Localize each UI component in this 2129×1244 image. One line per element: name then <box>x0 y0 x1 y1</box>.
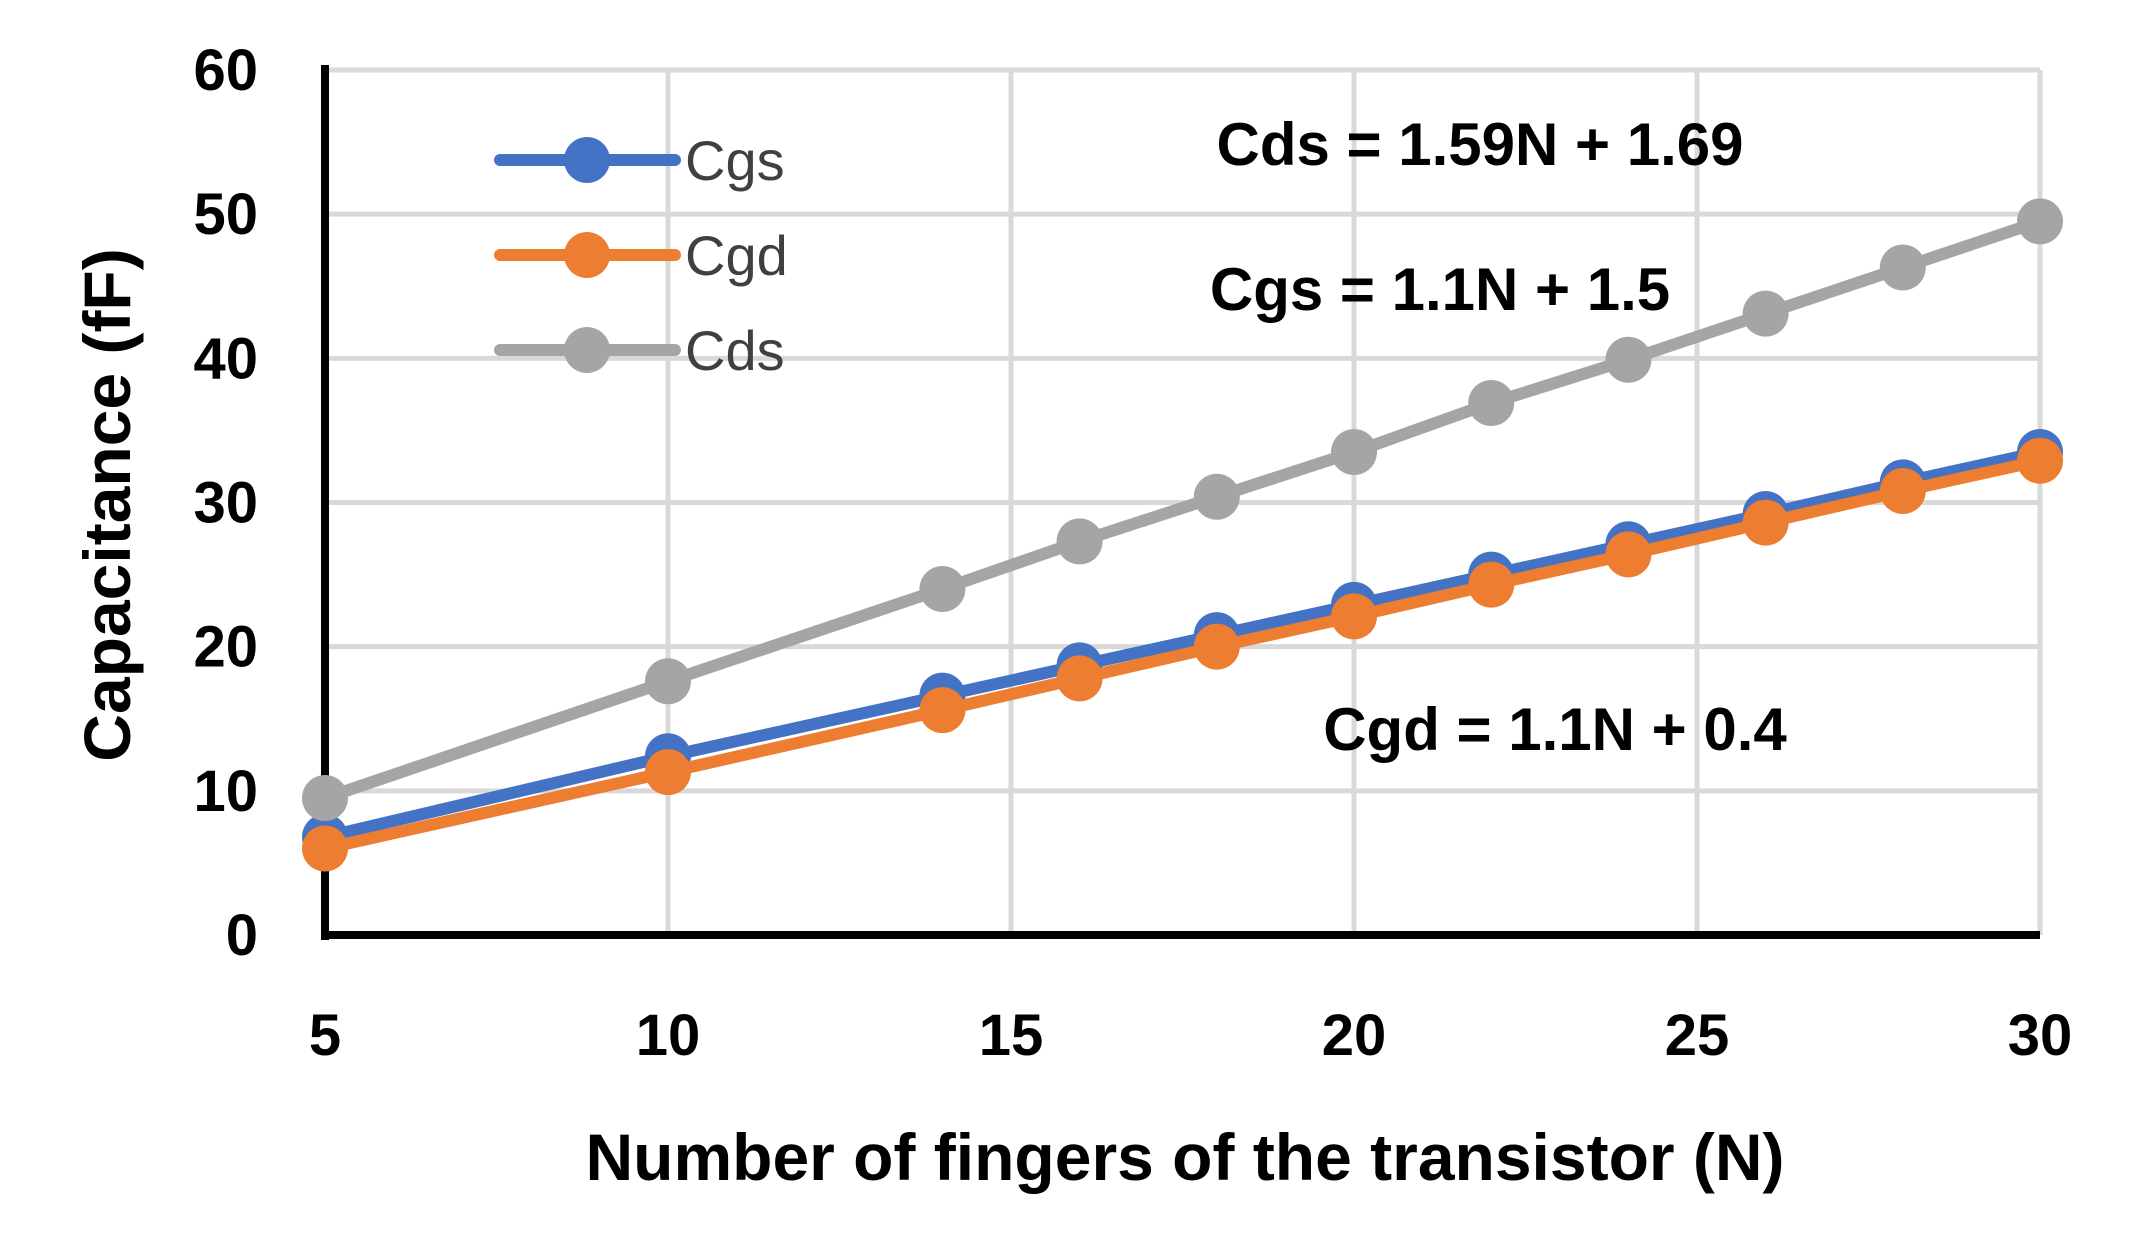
data-point-cds <box>645 658 691 705</box>
data-point-cds <box>1331 429 1377 476</box>
data-point-cgd <box>645 749 691 796</box>
legend-swatch-cgs-marker <box>564 137 610 183</box>
y-tick-label: 30 <box>193 471 258 536</box>
y-tick-label: 60 <box>193 38 258 103</box>
data-point-cgd <box>1331 593 1377 640</box>
annotation-cgd-equation: Cgd = 1.1N + 0.4 <box>1323 696 1787 763</box>
legend-label-cgs: Cgs <box>685 129 785 192</box>
y-tick-label: 0 <box>226 903 258 968</box>
data-point-cgd <box>302 825 348 872</box>
data-series <box>302 198 2063 872</box>
data-point-cgd <box>1056 655 1103 702</box>
legend-label-cds: Cds <box>685 319 785 382</box>
data-point-cds <box>1879 244 1926 291</box>
data-point-cds <box>302 775 348 822</box>
data-point-cgd <box>1879 467 1926 514</box>
legend-swatch-cds-marker <box>564 327 610 373</box>
data-point-cgd <box>1193 623 1240 670</box>
x-tick-label: 25 <box>1665 1003 1730 1068</box>
data-point-cds <box>1468 380 1515 427</box>
data-point-cgd <box>1605 531 1652 578</box>
x-axis-title: Number of fingers of the transistor (N) <box>585 1120 1784 1194</box>
annotation-cds-equation: Cds = 1.59N + 1.69 <box>1217 111 1744 178</box>
legend-swatch-cgd-marker <box>564 232 610 278</box>
data-point-cgd <box>2017 437 2063 484</box>
y-axis-title: Capacitance (fF) <box>70 248 144 761</box>
data-point-cds <box>919 566 966 612</box>
data-point-cgd <box>919 687 966 734</box>
x-tick-label: 20 <box>1322 1003 1387 1068</box>
legend-label-cgd: Cgd <box>685 224 788 287</box>
data-point-cds <box>1193 473 1240 520</box>
x-tick-label: 15 <box>979 1003 1044 1068</box>
x-tick-label: 5 <box>309 1003 341 1068</box>
y-tick-label: 40 <box>193 326 258 391</box>
data-point-cds <box>1742 290 1789 337</box>
y-tick-label: 20 <box>193 615 258 680</box>
data-point-cds <box>1605 336 1652 383</box>
x-tick-label: 10 <box>636 1003 701 1068</box>
y-tick-label: 10 <box>193 759 258 824</box>
annotation-cgs-equation: Cgs = 1.1N + 1.5 <box>1210 256 1670 323</box>
y-tick-label: 50 <box>193 182 258 247</box>
tick-labels: 0 10 20 30 40 50 60 5 10 15 20 25 30 <box>193 38 2072 1068</box>
x-tick-label: 30 <box>2008 1003 2073 1068</box>
legend: Cgs Cgd Cds <box>494 129 788 382</box>
data-point-cgd <box>1742 499 1789 546</box>
data-point-cds <box>2017 198 2063 245</box>
data-point-cgd <box>1468 561 1515 608</box>
data-point-cds <box>1056 518 1103 565</box>
